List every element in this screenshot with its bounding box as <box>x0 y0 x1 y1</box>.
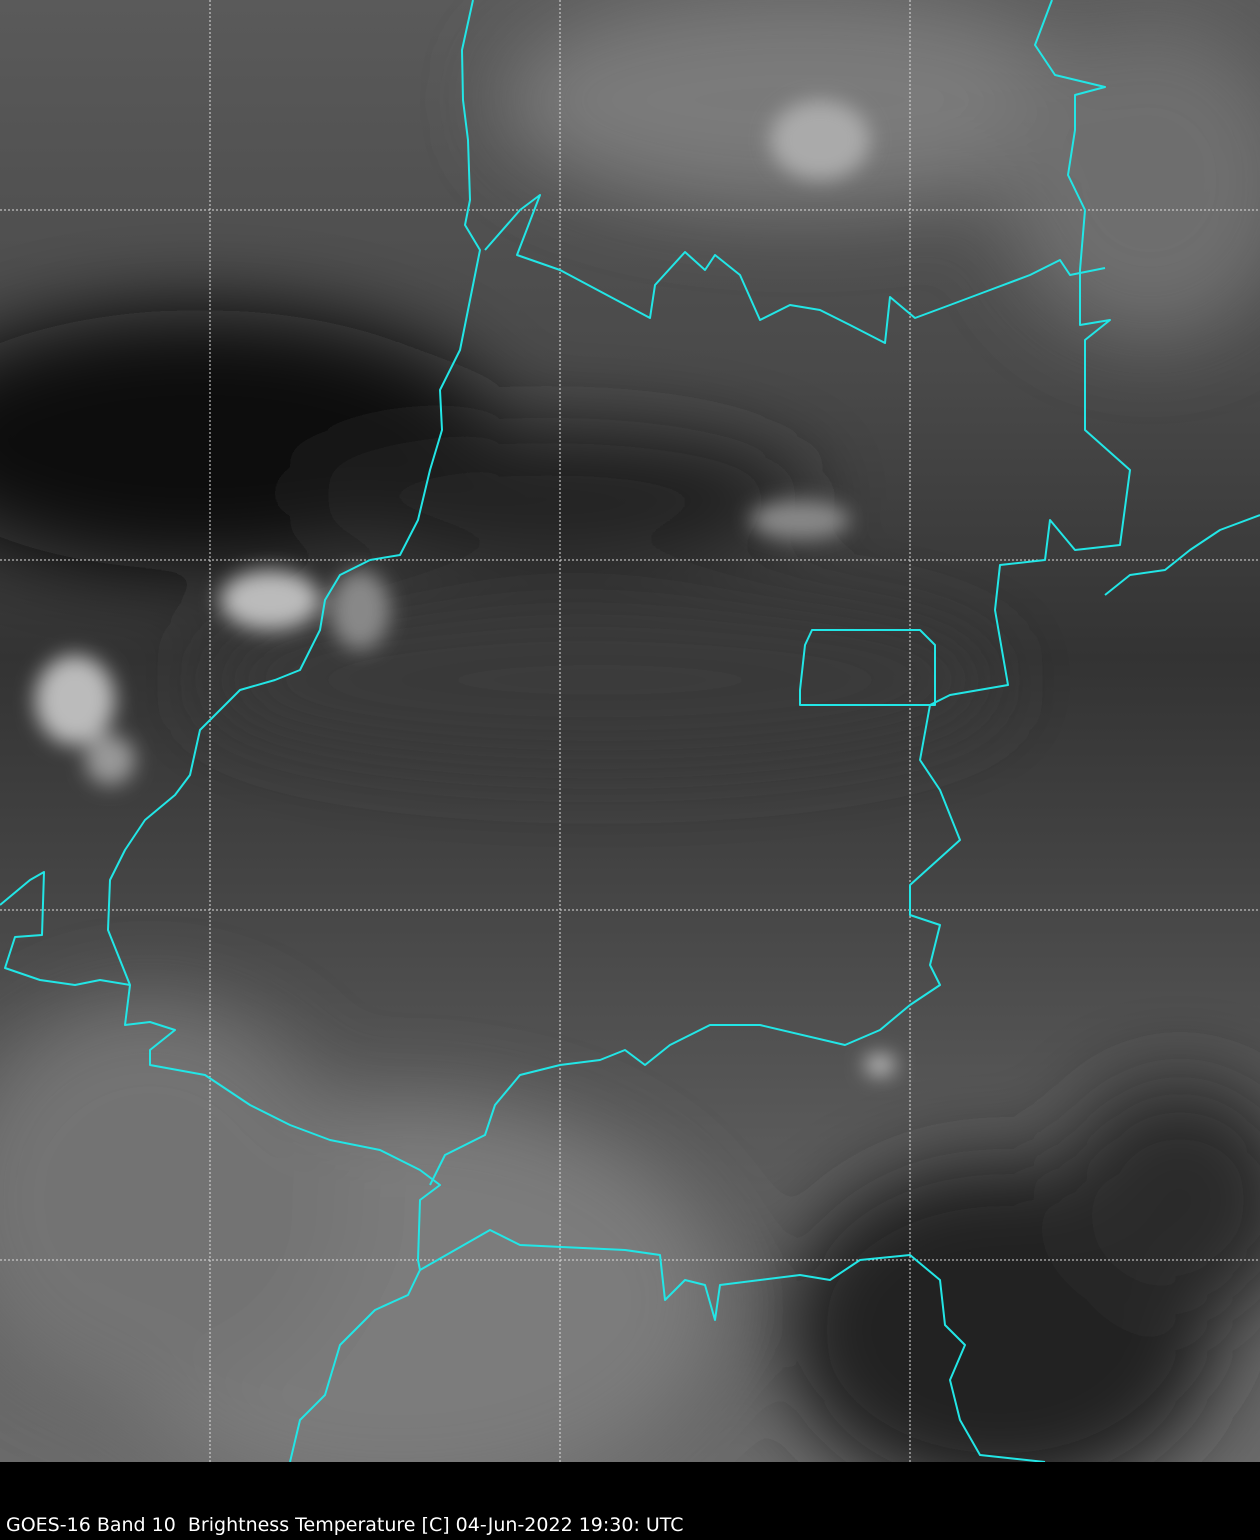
image-caption: GOES-16 Band 10 Brightness Temperature [… <box>6 1514 684 1536</box>
political-boundaries <box>0 0 1260 1462</box>
boundary-east-branch <box>1104 514 1260 596</box>
cloud-features <box>35 100 895 1075</box>
boundary-north-central <box>484 194 1106 344</box>
boundary-west-bulge <box>0 871 131 986</box>
satellite-imagery-map <box>0 0 1260 1462</box>
boundary-west-river <box>107 0 481 1462</box>
boundary-east-river <box>429 0 1131 1186</box>
boundary-south <box>419 1229 1046 1462</box>
imagery-shading <box>0 0 1260 1462</box>
boundary-enclave-box <box>799 629 936 706</box>
graticule-gridlines <box>0 0 1260 1462</box>
